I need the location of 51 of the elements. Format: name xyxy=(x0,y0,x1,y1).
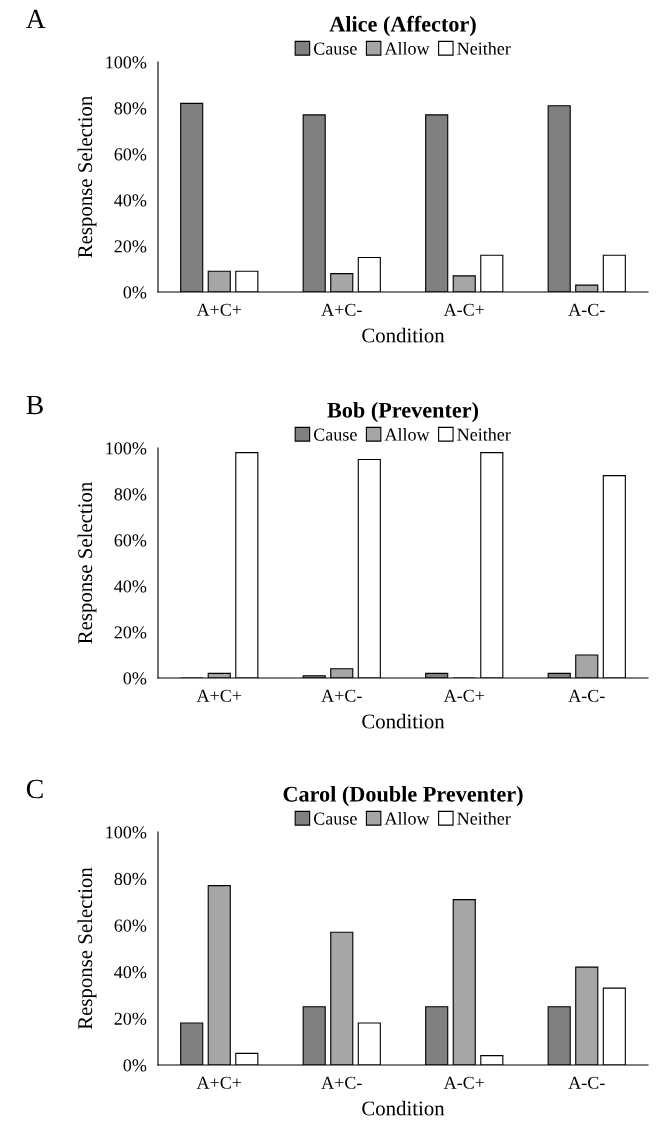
y-tick-label: 60% xyxy=(114,148,147,161)
y-tick-label: 0% xyxy=(123,672,147,685)
y-tick-label: 60% xyxy=(114,534,147,547)
x-tick-label: A+C+ xyxy=(196,303,242,316)
x-axis-title: Condition xyxy=(362,1100,445,1116)
legend-label: Neither xyxy=(457,812,511,825)
y-tick-label: 20% xyxy=(114,1012,147,1025)
legend-label: Allow xyxy=(384,428,430,441)
y-tick-label: 40% xyxy=(114,966,147,979)
y-tick-label: 60% xyxy=(114,919,147,932)
y-tick-label: 100% xyxy=(106,826,147,839)
y-tick-label: 0% xyxy=(123,286,147,299)
y-tick-label: 40% xyxy=(114,194,147,207)
chart-title: Bob (Preventer) xyxy=(327,402,479,423)
y-tick-label: 80% xyxy=(114,872,147,886)
x-tick-label: A+C+ xyxy=(196,689,242,702)
y-axis-title: Response Selection xyxy=(77,96,97,258)
x-tick-label: A-C+ xyxy=(443,689,485,702)
x-tick-label: A-C+ xyxy=(443,303,485,316)
y-tick-label: 40% xyxy=(114,580,147,593)
y-axis-title: Response Selection xyxy=(77,867,97,1030)
x-tick-label: A-C- xyxy=(568,303,605,316)
text: C xyxy=(26,779,43,799)
text: A xyxy=(25,9,46,29)
x-tick-label: A+C- xyxy=(321,303,362,316)
legend-label: Neither xyxy=(457,42,511,55)
x-tick-label: A+C- xyxy=(321,689,362,702)
legend-label: Cause xyxy=(313,812,357,825)
y-tick-label: 100% xyxy=(106,442,147,455)
x-tick-label: A-C- xyxy=(568,1076,605,1089)
legend-label: Cause xyxy=(313,42,357,55)
x-tick-label: A-C- xyxy=(568,689,605,702)
y-tick-label: 20% xyxy=(114,240,147,253)
x-axis-title: Condition xyxy=(362,713,445,729)
y-tick-label: 20% xyxy=(114,626,147,639)
legend-label: Neither xyxy=(457,428,511,441)
x-axis-title: Condition xyxy=(362,327,445,343)
legend-label: Allow xyxy=(384,42,430,55)
y-tick-label: 0% xyxy=(123,1059,147,1072)
legend-label: Allow xyxy=(384,812,430,825)
x-tick-label: A-C+ xyxy=(443,1076,485,1089)
x-tick-label: A+C+ xyxy=(196,1076,242,1089)
y-tick-label: 100% xyxy=(106,56,147,69)
legend-label: Cause xyxy=(313,428,357,441)
chart-title: Carol (Double Preventer) xyxy=(283,786,523,807)
text: B xyxy=(26,395,43,415)
chart-title: Alice (Affector) xyxy=(329,15,476,37)
x-tick-label: A+C- xyxy=(321,1076,362,1089)
y-axis-title: Response Selection xyxy=(77,482,97,644)
y-tick-label: 80% xyxy=(114,102,147,115)
y-tick-label: 80% xyxy=(114,488,147,501)
